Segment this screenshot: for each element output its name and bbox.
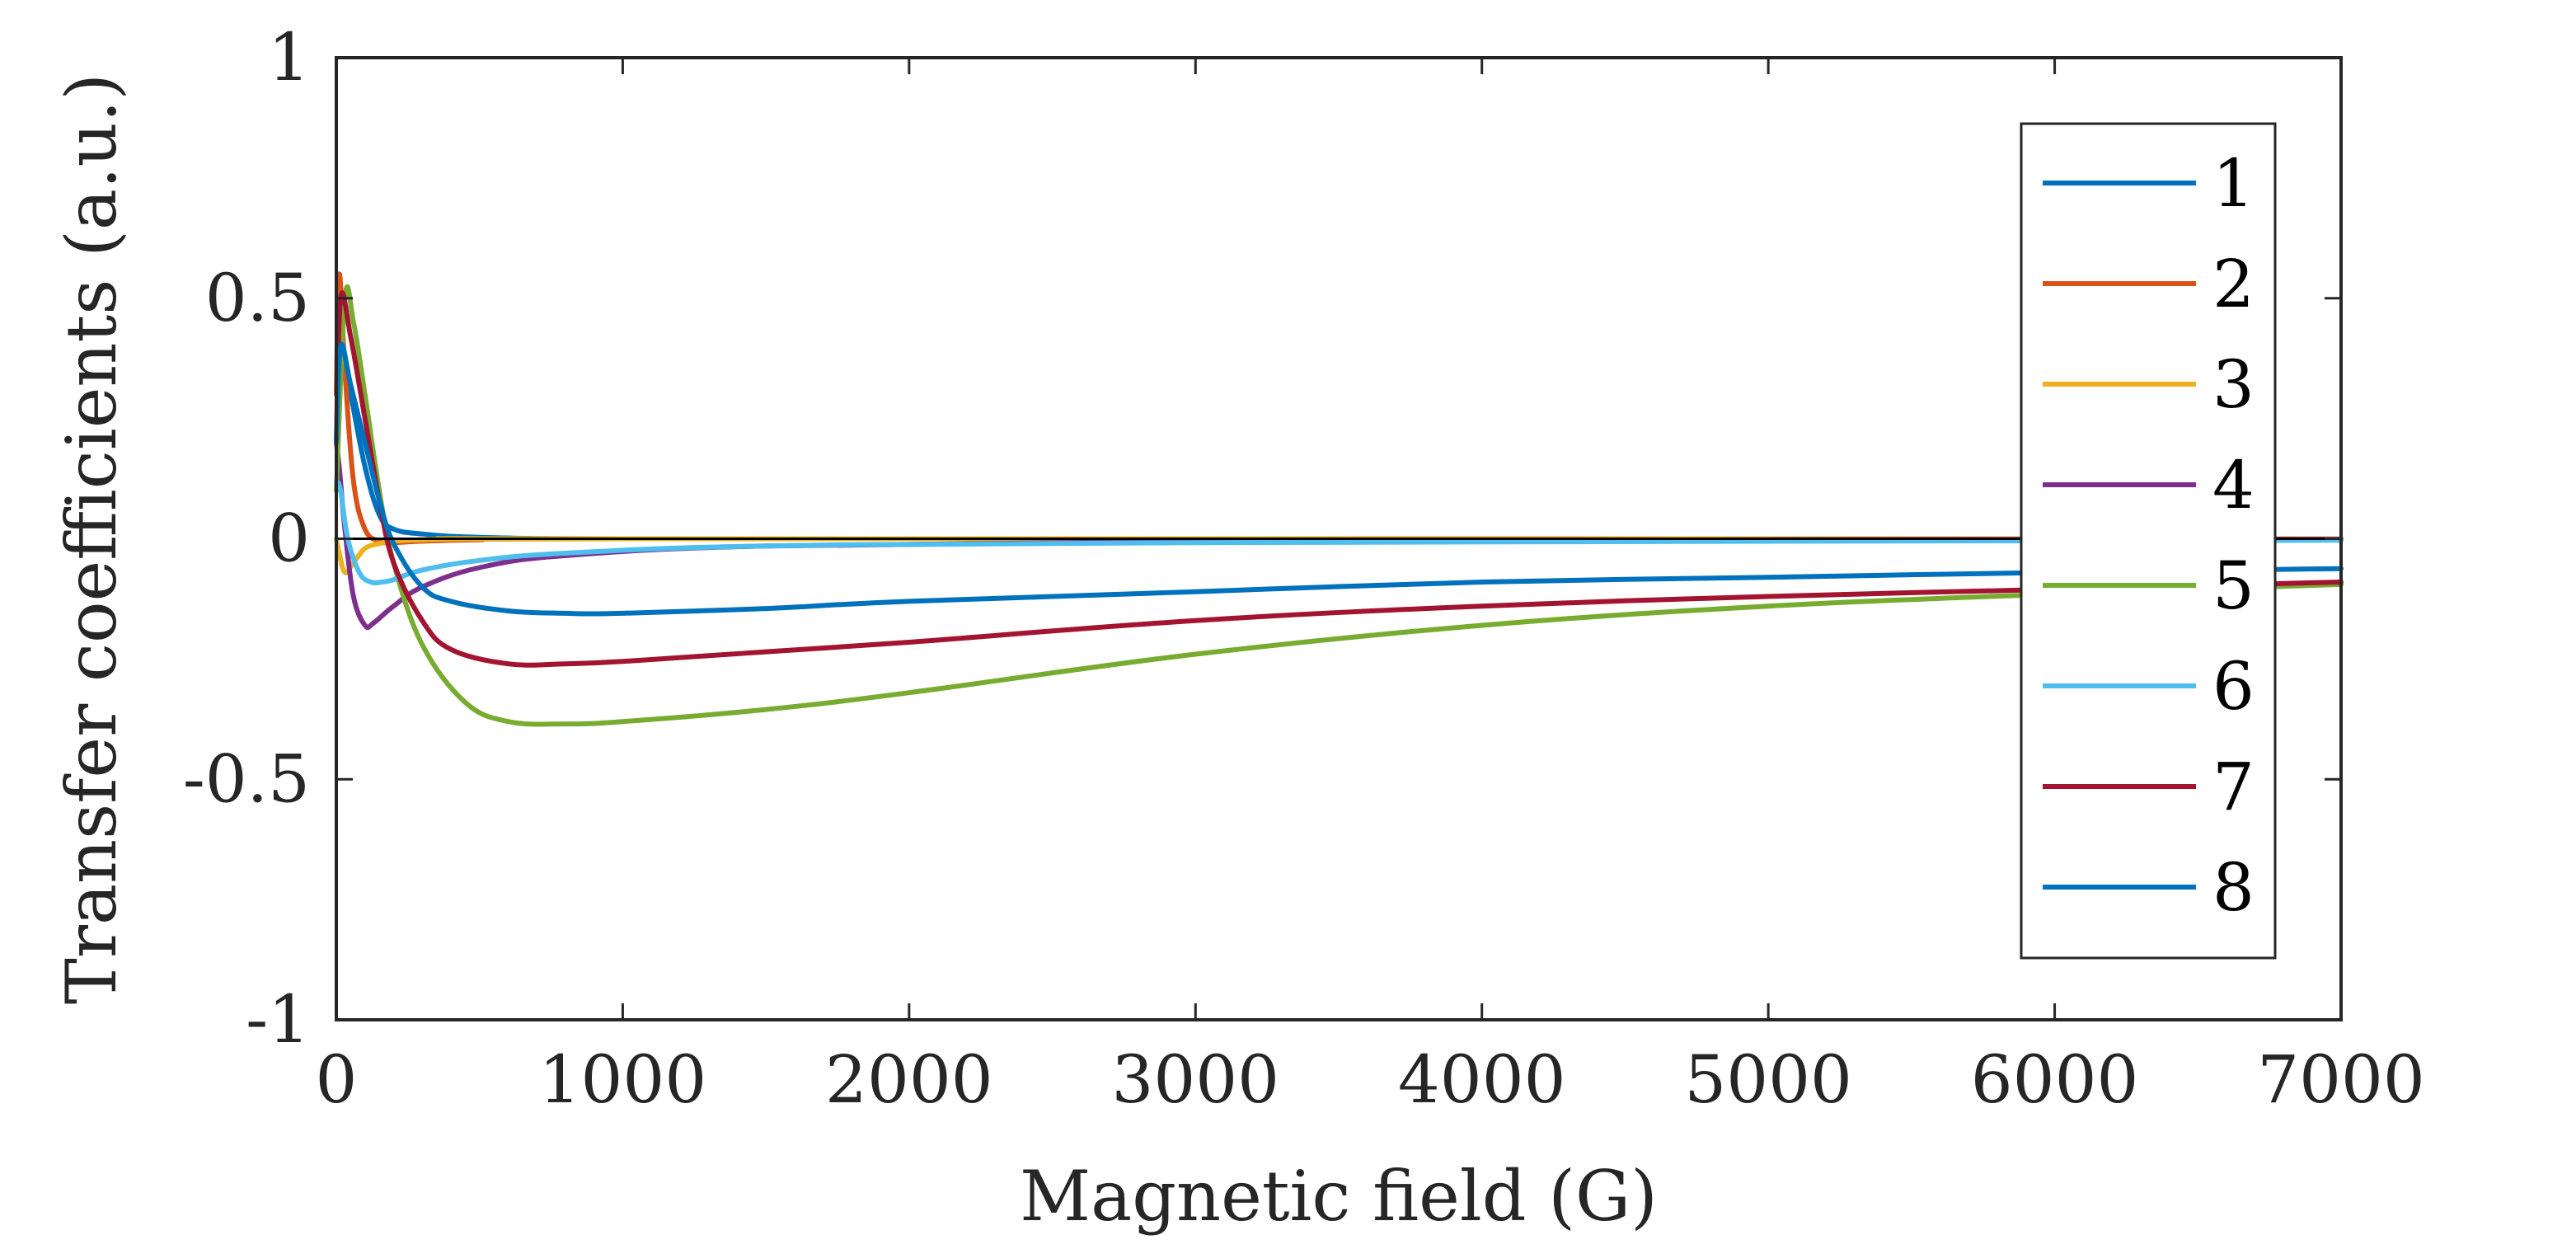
x-tick-label: 3000 — [1111, 1041, 1279, 1118]
legend-label-3: 3 — [2212, 346, 2255, 423]
legend-box — [2020, 122, 2277, 960]
x-tick-label: 0 — [316, 1041, 358, 1118]
legend-label-5: 5 — [2212, 547, 2255, 624]
x-tick-label: 4000 — [1398, 1041, 1566, 1118]
x-tick-label: 5000 — [1684, 1041, 1852, 1118]
legend-label-1: 1 — [2212, 145, 2255, 222]
y-tick-label: 0 — [268, 500, 310, 577]
y-tick-label: 0.5 — [205, 260, 310, 336]
x-tick-label: 1000 — [539, 1041, 707, 1118]
series-line-8 — [334, 341, 2344, 617]
series-line-6 — [334, 478, 2344, 586]
series-line-7 — [334, 290, 2344, 668]
y-tick-label: -0.5 — [183, 740, 310, 817]
y-axis-label: Transfer coefficients (a.u.) — [51, 73, 132, 1004]
tick-labels-layer: 0 1000 2000 3000 4000 5000 6000 7000 -1 -0.5 0 0.5 1 — [183, 19, 2425, 1118]
legend-label-6: 6 — [2212, 648, 2255, 725]
legend-label-2: 2 — [2212, 246, 2255, 322]
legend: 1 2 3 4 5 6 7 8 — [2020, 122, 2277, 960]
x-tick-label: 7000 — [2257, 1041, 2425, 1118]
legend-label-8: 8 — [2212, 849, 2255, 926]
legend-label-4: 4 — [2212, 447, 2255, 524]
x-tick-label: 6000 — [1971, 1041, 2139, 1118]
x-axis-label: Magnetic field (G) — [1020, 1156, 1658, 1237]
ticks-layer — [335, 56, 2343, 1021]
x-tick-label: 2000 — [825, 1041, 993, 1118]
series-line-5 — [334, 284, 2344, 727]
y-tick-label: -1 — [246, 981, 310, 1058]
y-tick-label: 1 — [268, 19, 310, 96]
legend-label-7: 7 — [2212, 749, 2255, 825]
